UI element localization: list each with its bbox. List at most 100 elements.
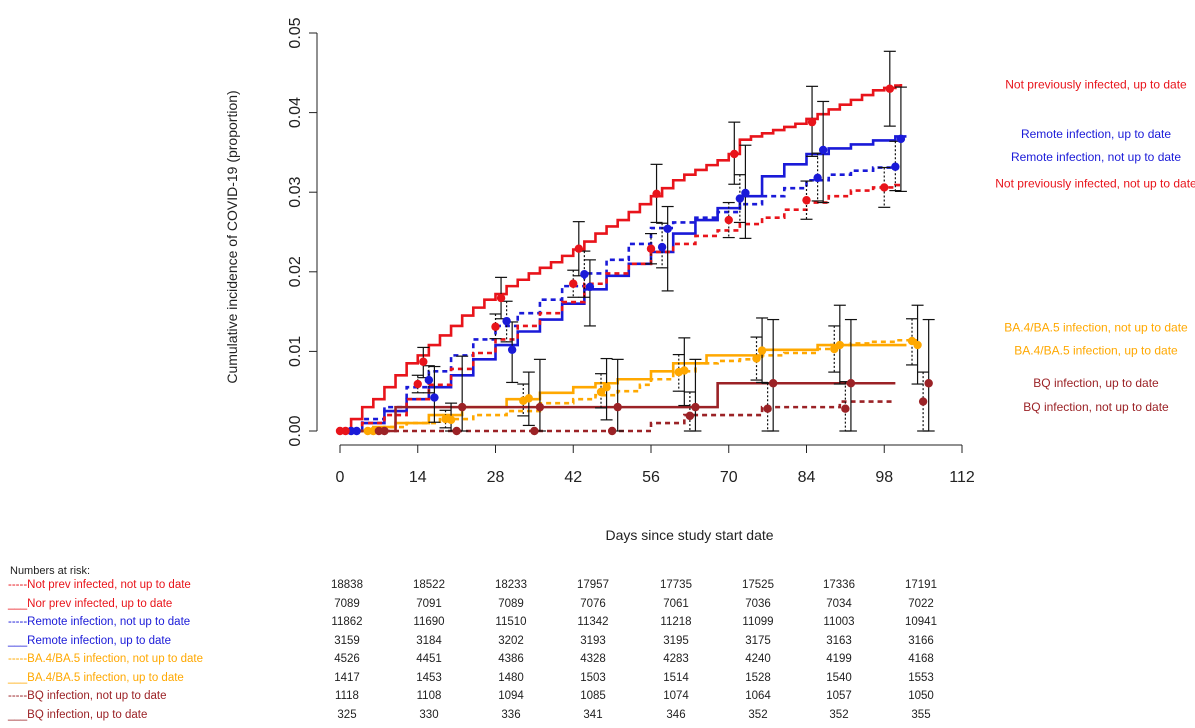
data-point xyxy=(613,402,622,412)
x-tick-label: 98 xyxy=(875,469,893,486)
series-label: BQ infection, not up to date xyxy=(1023,400,1169,414)
risk-value: 355 xyxy=(911,708,931,721)
risk-value: 325 xyxy=(337,708,357,721)
risk-value: 1417 xyxy=(334,671,360,684)
data-point xyxy=(569,279,578,288)
data-point xyxy=(491,322,500,331)
risk-value: 4199 xyxy=(826,653,852,665)
data-point xyxy=(446,415,456,425)
risk-value: 1503 xyxy=(580,671,606,684)
data-point xyxy=(419,357,428,366)
points-layer xyxy=(335,84,933,436)
data-point xyxy=(680,366,689,375)
x-tick-label: 28 xyxy=(487,469,505,486)
risk-table-title: Numbers at risk: xyxy=(10,565,91,577)
risk-value: 7022 xyxy=(908,597,934,610)
data-point xyxy=(730,149,739,159)
risk-value: 11099 xyxy=(742,616,774,628)
risk-value: 3195 xyxy=(663,634,689,647)
data-point xyxy=(524,394,534,403)
x-tick-label: 112 xyxy=(949,469,975,486)
risk-value: 4526 xyxy=(334,653,360,665)
risk-table-row: -----Not prev infected, not up to date 18… xyxy=(8,579,1188,595)
risk-value: 17957 xyxy=(577,579,609,591)
data-point xyxy=(535,402,545,412)
risk-value: 1057 xyxy=(826,690,852,702)
risk-row-label: -----BA.4/BA.5 infection, not up to date xyxy=(8,653,203,665)
risk-value: 11003 xyxy=(823,616,855,628)
x-tick-label: 14 xyxy=(409,469,427,486)
risk-value: 1553 xyxy=(908,671,934,684)
data-point xyxy=(580,269,589,279)
risk-row-label: -----Not prev infected, not up to date xyxy=(8,579,191,591)
right-labels: Not previously infected, up to date Remot… xyxy=(995,78,1195,414)
risk-row-label: ___Remote infection, up to date xyxy=(8,634,172,647)
data-point xyxy=(507,345,517,355)
data-point xyxy=(424,375,434,385)
incidence-chart: 0.00 0.01 0.02 0.03 0.04 0.05 0 14 28 42 56 70 84 98… xyxy=(224,17,1195,486)
risk-row-label: ___BA.4/BA.5 infection, up to date xyxy=(8,671,184,684)
risk-value: 1540 xyxy=(826,671,852,684)
risk-table-row: -----Remote infection, not up to date 118… xyxy=(8,616,1188,632)
risk-value: 17735 xyxy=(660,579,692,591)
risk-value: 4386 xyxy=(498,653,524,665)
risk-value: 18838 xyxy=(331,579,363,591)
data-point xyxy=(496,293,506,303)
y-axis: 0.00 0.01 0.02 0.03 0.04 0.05 xyxy=(287,17,318,447)
risk-value: 7061 xyxy=(663,597,689,610)
data-point xyxy=(657,242,667,252)
data-point xyxy=(846,379,856,388)
y-tick-label: 0.05 xyxy=(287,17,304,48)
risk-row-label: -----BQ infection, not up to date xyxy=(8,690,167,702)
data-point xyxy=(802,195,811,205)
series-label: Remote infection, not up to date xyxy=(1011,150,1181,164)
data-point xyxy=(768,379,778,388)
risk-value: 1085 xyxy=(580,690,606,702)
data-point xyxy=(913,340,922,350)
x-axis-label: Days since study start date xyxy=(605,527,774,543)
risk-row-label: ___Nor prev infected, up to date xyxy=(8,597,173,610)
risk-value: 4240 xyxy=(745,653,771,665)
series-line xyxy=(340,338,918,433)
series-label: BA.4/BA.5 infection, up to date xyxy=(1014,344,1178,358)
risk-value: 1514 xyxy=(663,671,689,684)
data-point xyxy=(741,188,750,198)
risk-value: 352 xyxy=(829,708,849,721)
risk-row-label: -----Remote infection, not up to date xyxy=(8,616,191,628)
risk-value: 3184 xyxy=(416,634,442,647)
risk-value: 7091 xyxy=(416,597,442,610)
risk-value: 346 xyxy=(666,708,686,721)
risk-value: 7076 xyxy=(580,597,606,610)
risk-value: 7089 xyxy=(334,597,360,610)
data-point xyxy=(813,173,822,183)
risk-value: 11690 xyxy=(413,616,445,628)
risk-value: 1108 xyxy=(416,690,442,702)
data-point xyxy=(596,387,606,397)
data-point xyxy=(918,397,928,406)
y-tick-label: 0.04 xyxy=(287,97,304,128)
risk-value: 7034 xyxy=(826,597,852,610)
risk-table-row: ___BA.4/BA.5 infection, up to date 1417 14… xyxy=(8,672,1188,688)
y-tick-label: 0.01 xyxy=(287,336,304,367)
risk-value: 3202 xyxy=(498,634,524,647)
series-label: BA.4/BA.5 infection, not up to date xyxy=(1004,321,1188,335)
risk-value: 3163 xyxy=(826,634,852,647)
risk-value: 1453 xyxy=(416,671,442,684)
risk-table-row: ___BQ infection, up to date 325 330 336 341 3… xyxy=(8,709,1188,725)
data-point xyxy=(818,145,828,155)
risk-value: 352 xyxy=(748,708,768,721)
risk-value: 7036 xyxy=(745,597,771,610)
risk-value: 341 xyxy=(583,708,603,721)
risk-value: 3159 xyxy=(334,634,360,647)
data-point xyxy=(574,244,584,253)
risk-value: 1050 xyxy=(908,690,934,702)
series-label: Not previously infected, up to date xyxy=(1005,78,1187,92)
data-point xyxy=(807,117,817,127)
risk-table-row: -----BA.4/BA.5 infection, not up to date… xyxy=(8,653,1188,669)
x-tick-label: 56 xyxy=(642,469,660,486)
risk-value: 3193 xyxy=(580,634,606,647)
y-tick-label: 0.00 xyxy=(287,415,304,446)
data-point xyxy=(374,426,384,436)
data-point xyxy=(924,379,933,388)
data-point xyxy=(724,215,733,225)
